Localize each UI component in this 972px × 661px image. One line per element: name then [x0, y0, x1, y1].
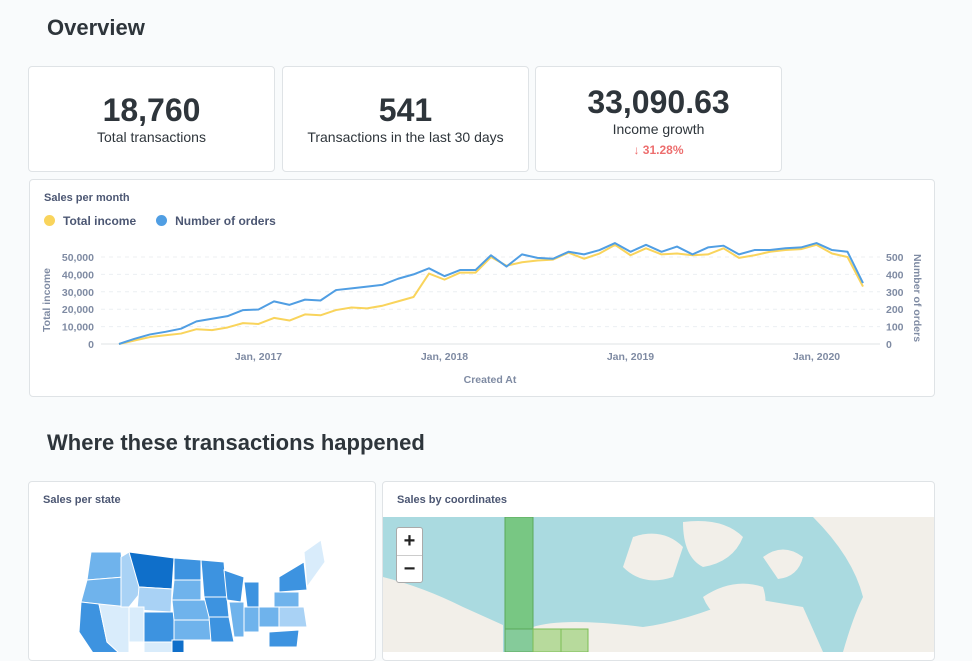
state-mi — [243, 581, 260, 608]
state-nd — [173, 557, 202, 581]
y-axis-title: Total income — [41, 268, 53, 332]
chart-title: Sales per month — [44, 192, 130, 204]
state-ok — [171, 639, 185, 652]
state-wi — [223, 569, 245, 603]
zoom-control: + − — [396, 527, 423, 583]
state-ne-states — [303, 539, 326, 589]
where-title: Where these transactions happened — [47, 430, 425, 455]
state-wa — [86, 551, 125, 581]
chart-title: Sales per state — [43, 494, 121, 506]
legend-dot — [44, 215, 55, 226]
state-sd — [171, 579, 202, 601]
y2-tick-label: 0 — [886, 339, 892, 351]
legend-label: Number of orders — [175, 214, 276, 228]
x-axis-title: Created At — [464, 374, 517, 386]
state-mn — [200, 559, 228, 598]
kpi-label: Income growth — [612, 121, 705, 137]
sales-by-coordinates-card[interactable]: Sales by coordinates + − — [382, 481, 935, 661]
state-il — [228, 601, 245, 638]
y2-axis-title: Number of orders — [911, 254, 923, 342]
series-line-1 — [118, 242, 864, 345]
kpi-label: Total transactions — [97, 129, 206, 145]
y-tick-label: 20,000 — [62, 304, 94, 316]
kpi-value: 541 — [378, 92, 433, 128]
y-tick-label: 50,000 — [62, 252, 94, 264]
state-ny — [278, 561, 308, 593]
bin — [504, 517, 534, 630]
y-tick-label: 30,000 — [62, 287, 94, 299]
kpi-income-growth[interactable]: 33,090.63 Income growth ↓ 31.28% — [535, 66, 782, 172]
bin — [504, 628, 534, 652]
zoom-out-button[interactable]: − — [397, 555, 422, 582]
line-chart: 0 0 10,000 100 20,000 200 30,000 300 40,000 400 50… — [41, 242, 923, 386]
us-state-map[interactable] — [29, 482, 376, 652]
x-tick-label: Jan, 2017 — [235, 351, 282, 363]
state-nv — [98, 603, 130, 652]
legend-dot — [156, 215, 168, 226]
legend-item-number-of-orders[interactable]: Number of orders — [156, 214, 276, 228]
y2-tick-label: 500 — [886, 252, 904, 264]
sales-per-state-card[interactable]: Sales per state — [28, 481, 376, 661]
state-ut — [128, 606, 145, 643]
kpi-last-30-days[interactable]: 541 Transactions in the last 30 days — [282, 66, 529, 172]
y-tick-label: 10,000 — [62, 322, 94, 334]
y2-tick-label: 100 — [886, 322, 904, 334]
state-mo — [208, 616, 235, 643]
state-pa — [273, 591, 300, 608]
kpi-delta: ↓ 31.28% — [633, 143, 684, 157]
y2-tick-label: 300 — [886, 287, 904, 299]
y2-tick-label: 200 — [886, 304, 904, 316]
chart-legend: Total income Number of orders — [44, 214, 276, 228]
state-oh — [258, 606, 280, 628]
state-in — [243, 606, 260, 633]
y-tick-label: 40,000 — [62, 269, 94, 281]
kpi-value: 18,760 — [102, 92, 201, 128]
overview-title: Overview — [47, 15, 145, 40]
x-tick-label: Jan, 2020 — [793, 351, 840, 363]
state-ks — [173, 619, 212, 641]
kpi-total-transactions[interactable]: 18,760 Total transactions — [28, 66, 275, 172]
y-tick-label: 0 — [88, 339, 94, 351]
chart-title: Sales by coordinates — [397, 494, 508, 506]
x-tick-label: Jan, 2018 — [421, 351, 468, 363]
legend-label: Total income — [63, 214, 137, 228]
map-land — [383, 517, 934, 652]
state-co — [143, 611, 175, 643]
x-tick-label: Jan, 2019 — [607, 351, 654, 363]
y2-tick-label: 400 — [886, 269, 904, 281]
state-id — [120, 551, 142, 608]
bin — [532, 628, 562, 652]
state-nc — [268, 629, 300, 648]
bin — [560, 628, 589, 652]
series-line-0 — [118, 243, 864, 345]
state-va — [278, 606, 308, 628]
sales-per-month-card[interactable]: Sales per month Total income Number of o… — [29, 179, 935, 397]
kpi-value: 33,090.63 — [587, 84, 730, 120]
zoom-in-button[interactable]: + — [403, 530, 416, 552]
state-ia — [203, 596, 230, 618]
coordinates-map[interactable] — [383, 517, 935, 652]
legend-item-total-income[interactable]: Total income — [44, 214, 136, 228]
state-nm — [143, 641, 173, 652]
kpi-label: Transactions in the last 30 days — [307, 129, 504, 145]
